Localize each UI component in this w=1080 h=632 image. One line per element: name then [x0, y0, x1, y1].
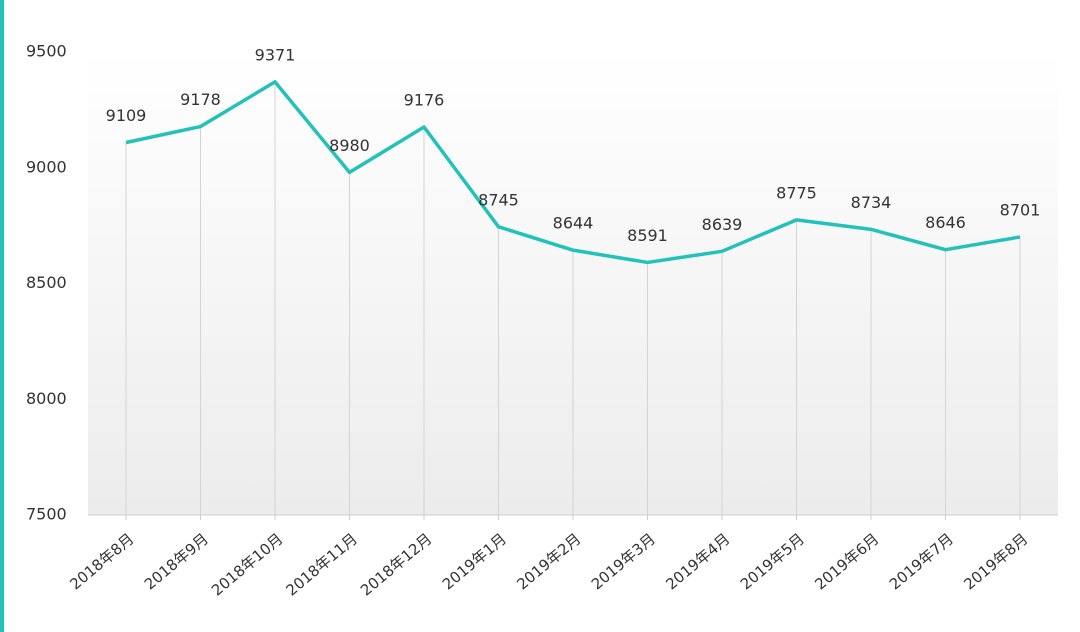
data-label: 9109: [106, 106, 147, 125]
x-tick-label: 2018年10月: [208, 530, 286, 600]
x-tick-label: 2019年5月: [737, 530, 808, 594]
x-tick-label: 2018年8月: [66, 530, 137, 594]
x-tick-label: 2018年11月: [283, 530, 361, 600]
data-label: 8591: [627, 226, 668, 245]
x-tick-label: 2019年2月: [513, 530, 584, 594]
x-tick-label: 2019年3月: [588, 530, 659, 594]
y-tick-label: 8500: [26, 273, 67, 292]
data-label: 8701: [1000, 200, 1041, 219]
x-tick-label: 2018年12月: [357, 530, 435, 600]
data-label: 8775: [776, 183, 817, 202]
data-label: 8644: [553, 214, 594, 233]
y-tick-label: 9000: [26, 157, 67, 176]
x-tick-label: 2019年4月: [662, 530, 733, 594]
left-accent: [0, 0, 4, 632]
data-label: 8980: [329, 136, 370, 155]
x-tick-label: 2019年1月: [439, 530, 510, 594]
x-tick-label: 2019年8月: [960, 530, 1031, 594]
data-label: 8646: [925, 213, 966, 232]
data-label: 9371: [255, 45, 296, 64]
data-label: 8734: [851, 193, 892, 212]
data-label: 9178: [180, 90, 221, 109]
x-tick-label: 2019年7月: [886, 530, 957, 594]
line: [125, 80, 1021, 265]
data-label: 8639: [702, 215, 743, 234]
x-tick-label: 2019年6月: [811, 530, 882, 594]
y-tick-label: 7500: [26, 505, 67, 524]
y-tick-label: 8000: [26, 389, 67, 408]
y-tick-label: 9500: [26, 42, 67, 61]
data-label: 8745: [478, 190, 519, 209]
data-label: 9176: [404, 91, 445, 110]
x-tick-label: 2018年9月: [141, 530, 212, 594]
